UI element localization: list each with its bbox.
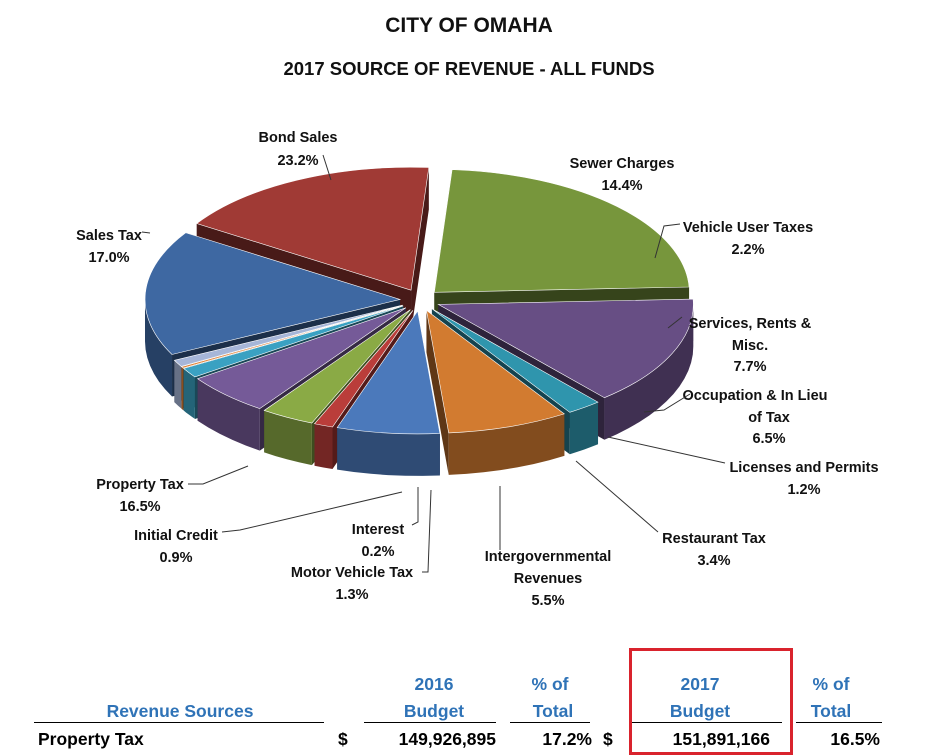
slice-label: Property Tax: [96, 477, 184, 493]
pie-slice-services-rents-misc: [426, 309, 565, 434]
highlight-box-2017: [629, 648, 793, 755]
leader-line: [575, 460, 659, 533]
slice-label: Services, Rents &: [689, 316, 812, 332]
pie-edge: [197, 378, 260, 451]
slice-value-label: 2.2%: [731, 242, 764, 258]
slice-value-label: 3.4%: [697, 553, 730, 569]
pie-edge: [145, 299, 172, 397]
leader-line: [422, 489, 432, 573]
pie-slice-intergovernmental-revenues: [196, 307, 407, 409]
slice-value-label: 5.5%: [531, 593, 564, 609]
pie-edge: [183, 368, 195, 419]
row-currency-2016: $: [338, 729, 348, 749]
pie-slice-motor-vehicle-tax: [182, 305, 404, 378]
slice-label: Sales Tax: [76, 228, 142, 244]
slice-label: Bond Sales: [259, 130, 338, 146]
header-2017-year: 2017: [680, 674, 720, 694]
row-currency-2017: $: [603, 729, 613, 749]
slice-value-label: 6.5%: [752, 431, 785, 447]
row-budget-2017: 151,891,166: [672, 729, 770, 749]
pie-edge: [448, 413, 565, 475]
header-2016-total: Total: [532, 701, 574, 721]
leader-line: [322, 154, 332, 181]
pie-slice-vehicle-user-taxes: [431, 308, 599, 413]
slice-value-label: 14.4%: [601, 178, 642, 194]
pie-slice-property-tax: [144, 232, 402, 355]
slice-value-label: 1.2%: [787, 482, 820, 498]
leader-line: [141, 231, 151, 234]
slice-value-label: 17.0%: [88, 250, 129, 266]
pie-edge: [337, 427, 440, 476]
header-underline-budget-2016: [364, 722, 496, 723]
row-pct-2017: 16.5%: [830, 729, 880, 749]
pie-slice-sewer-charges: [437, 298, 694, 399]
leader-line: [411, 487, 419, 526]
chart-title: CITY OF OMAHA: [385, 14, 553, 37]
pie-edge: [264, 410, 312, 466]
slice-label: Initial Credit: [134, 528, 218, 544]
pie-wall: [411, 167, 429, 333]
header-2016-budget: Budget: [403, 701, 465, 721]
header-2016-year: 2016: [414, 674, 454, 694]
pie-wall: [426, 310, 449, 475]
header-revenue-sources: Revenue Sources: [106, 701, 254, 721]
pie-slice-interest: [180, 305, 403, 369]
slice-label: Occupation & In Lieu: [682, 388, 827, 404]
slice-label: Licenses and Permits: [729, 460, 878, 476]
leader-line: [188, 465, 249, 485]
slice-value-label: 1.3%: [335, 587, 368, 603]
row-budget-2016: 149,926,895: [398, 729, 496, 749]
slice-label: Restaurant Tax: [662, 531, 766, 547]
slice-label: Interest: [352, 522, 405, 538]
slice-value-label: 0.9%: [159, 550, 192, 566]
pie-slice-licenses-and-permits: [313, 310, 414, 428]
leader-line: [654, 223, 681, 259]
pie-slice-initial-credit: [173, 304, 403, 367]
chart-subtitle: 2017 SOURCE OF REVENUE - ALL FUNDS: [283, 58, 655, 79]
pie-slice-occupation-in-lieu-of-tax: [336, 310, 441, 435]
row-source: Property Tax: [38, 729, 144, 749]
pie-slice-restaurant-tax: [263, 309, 411, 424]
slice-label: Vehicle User Taxes: [683, 220, 813, 236]
header-2017-total: Total: [810, 701, 852, 721]
slice-label: Misc.: [732, 338, 768, 354]
slice-value-label: 16.5%: [119, 499, 160, 515]
header-underline-budget-2017: [632, 722, 782, 723]
header-underline-sources: [34, 722, 324, 723]
slice-label: of Tax: [748, 410, 790, 426]
pie-edge: [314, 423, 333, 469]
slice-value-label: 23.2%: [277, 153, 318, 169]
slice-label: Motor Vehicle Tax: [291, 565, 413, 581]
pie-edge: [174, 360, 182, 409]
pie-slice-bond-sales: [433, 169, 690, 293]
header-2016-pct: % of: [531, 674, 569, 694]
pie-chart: Bond Sales 23.2% Sewer Charges 14.4% Vehicle…: [76, 130, 878, 609]
leader-line: [643, 393, 691, 413]
slice-value-label: 7.7%: [733, 359, 766, 375]
leader-line: [667, 316, 683, 329]
header-2017-budget: Budget: [669, 701, 731, 721]
slice-label: Revenues: [514, 571, 583, 587]
pie-slice-sales-tax: [196, 166, 430, 291]
header-underline-pct-2016: [510, 722, 590, 723]
pie-tops: [144, 166, 694, 435]
pie-edge: [181, 366, 184, 411]
row-pct-2016: 17.2%: [542, 729, 592, 749]
slice-value-label: 0.2%: [361, 544, 394, 560]
header-2017-pct: % of: [812, 674, 850, 694]
pie-edge: [569, 402, 598, 455]
slice-label: Intergovernmental: [485, 549, 612, 565]
pie-edge: [604, 304, 694, 440]
leader-line: [607, 436, 726, 464]
slice-label: Sewer Charges: [570, 156, 675, 172]
slice-labels: Bond Sales 23.2% Sewer Charges 14.4% Vehicle…: [76, 130, 878, 609]
leader-line: [221, 491, 403, 533]
header-underline-pct-2017: [796, 722, 882, 723]
